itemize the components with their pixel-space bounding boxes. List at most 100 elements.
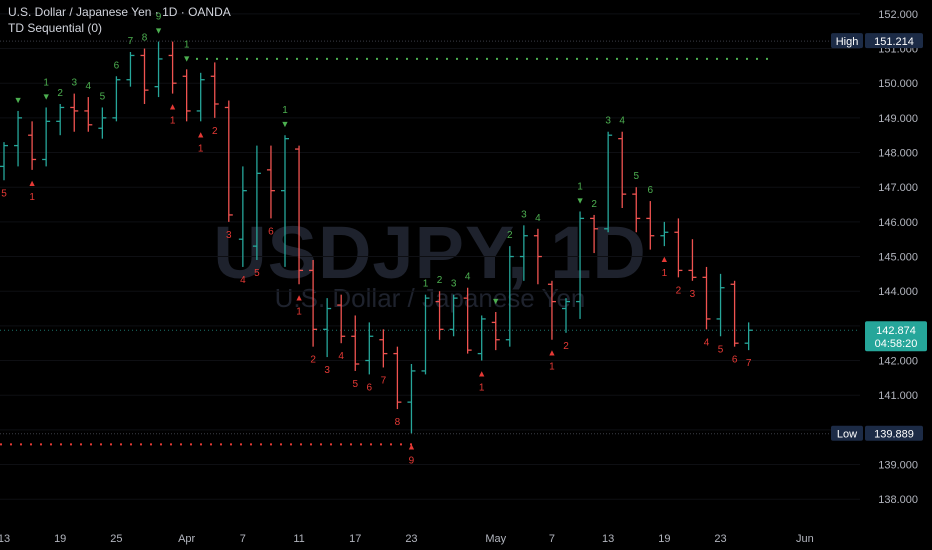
td-count-label: 2 — [563, 341, 569, 352]
time-tick-label: Jun — [796, 533, 814, 545]
td-arrow-marker: ▲ — [660, 254, 669, 264]
high-badge-label: High — [836, 36, 859, 48]
candle-down — [140, 48, 149, 104]
td-count-label: 1 — [549, 362, 555, 373]
candle-up — [56, 104, 65, 136]
candle-up — [716, 273, 725, 337]
high-badge-value-bg — [865, 33, 923, 49]
candle-up — [477, 315, 486, 361]
td-arrow-marker: ▼ — [491, 296, 500, 306]
td-count-label: 1 — [29, 192, 35, 203]
candle-up — [42, 107, 51, 167]
td-count-label: 2 — [212, 126, 218, 137]
candle-down — [182, 69, 191, 122]
td-count-label: 5 — [254, 268, 260, 279]
time-tick-label: 13 — [0, 533, 10, 545]
candle-down — [379, 329, 388, 368]
candle-down — [309, 260, 318, 347]
chart-title[interactable]: U.S. Dollar / Japanese Yen · 1D · OANDA — [8, 5, 231, 19]
time-tick-label: 25 — [110, 533, 122, 545]
indicator-legend[interactable]: TD Sequential (0) — [8, 21, 103, 35]
td-arrow-marker: ▲ — [477, 369, 486, 379]
price-tick-label: 147.000 — [878, 182, 918, 194]
td-count-label: 7 — [746, 358, 752, 369]
candle-up — [449, 294, 458, 337]
time-tick-label: May — [485, 533, 506, 545]
low-badge-value: 139.889 — [874, 429, 914, 441]
current-price-bg — [865, 321, 927, 352]
candle-up — [281, 135, 289, 267]
td-count-label: 4 — [619, 116, 625, 127]
candle-up — [238, 166, 247, 267]
td-count-label: 1 — [43, 77, 49, 88]
candle-up — [421, 294, 430, 375]
current-price-value: 142.874 — [876, 325, 916, 337]
candles — [0, 41, 753, 434]
td-count-label: 7 — [381, 375, 387, 386]
td-count-label: 3 — [605, 116, 611, 127]
candle-up — [126, 52, 135, 87]
price-tick-label: 149.000 — [878, 113, 918, 125]
td-count-label: 9 — [409, 455, 415, 466]
candle-down — [702, 266, 711, 330]
td-arrow-marker: ▼ — [154, 26, 163, 36]
candle-down — [674, 218, 683, 278]
price-tick-label: 152.000 — [878, 9, 918, 21]
price-tick-label: 141.000 — [878, 390, 918, 402]
candle-down — [590, 214, 599, 254]
low-badge: Low 139.889 — [831, 425, 923, 441]
high-badge: High 151.214 — [831, 33, 923, 49]
td-count-label: 4 — [704, 337, 710, 348]
time-tick-label: 19 — [54, 533, 66, 545]
td-count-label: 2 — [507, 230, 513, 241]
td-count-label: 5 — [633, 171, 639, 182]
candle-down — [168, 41, 177, 94]
candle-down — [632, 187, 641, 233]
td-arrow-marker: ▲ — [28, 178, 37, 188]
td-count-label: 6 — [114, 60, 120, 71]
candle-up — [196, 72, 205, 122]
low-badge-label-bg — [831, 425, 863, 441]
high-badge-label-bg — [831, 33, 863, 49]
td-count-label: 1 — [198, 143, 204, 154]
candle-up — [14, 110, 23, 167]
candle-down — [224, 100, 233, 222]
time-axis[interactable]: 13 19 25 Apr 7 11 17 23 May 7 13 19 23 Jun — [0, 533, 814, 545]
candle-up — [407, 364, 416, 434]
td-arrow-marker: ▼ — [14, 95, 23, 105]
candle-down — [533, 228, 542, 285]
candle-up — [154, 41, 163, 98]
td-count-label: 3 — [71, 78, 77, 89]
td-count-label: 1 — [184, 39, 190, 50]
candle-down — [70, 93, 79, 132]
td-count-label: 1 — [577, 181, 583, 192]
candle-down — [28, 121, 37, 170]
candle-down — [730, 280, 739, 347]
td-count-label: 6 — [367, 382, 373, 393]
candle-up — [112, 76, 121, 122]
td-arrow-marker: ▼ — [182, 53, 191, 63]
td-count-label: 7 — [128, 36, 134, 47]
td-arrow-marker: ▼ — [576, 195, 585, 205]
td-arrow-marker: ▲ — [407, 441, 416, 451]
time-tick-label: Apr — [178, 533, 195, 545]
td-count-label: 4 — [338, 351, 344, 362]
time-tick-label: 7 — [240, 533, 246, 545]
price-tick-label: 138.000 — [878, 494, 918, 506]
time-tick-label: 23 — [405, 533, 417, 545]
candle-down — [618, 131, 627, 208]
td-arrow-marker: ▲ — [168, 102, 177, 112]
bar-countdown: 04:58:20 — [875, 338, 918, 350]
td-arrow-marker: ▼ — [281, 119, 290, 129]
td-count-label: 3 — [226, 230, 232, 241]
candle-up — [562, 298, 570, 333]
candle-down — [295, 145, 304, 285]
td-count-label: 9 — [156, 12, 162, 23]
td-count-label: 1 — [282, 105, 288, 116]
candle-up — [98, 107, 107, 139]
candle-up — [505, 246, 514, 347]
